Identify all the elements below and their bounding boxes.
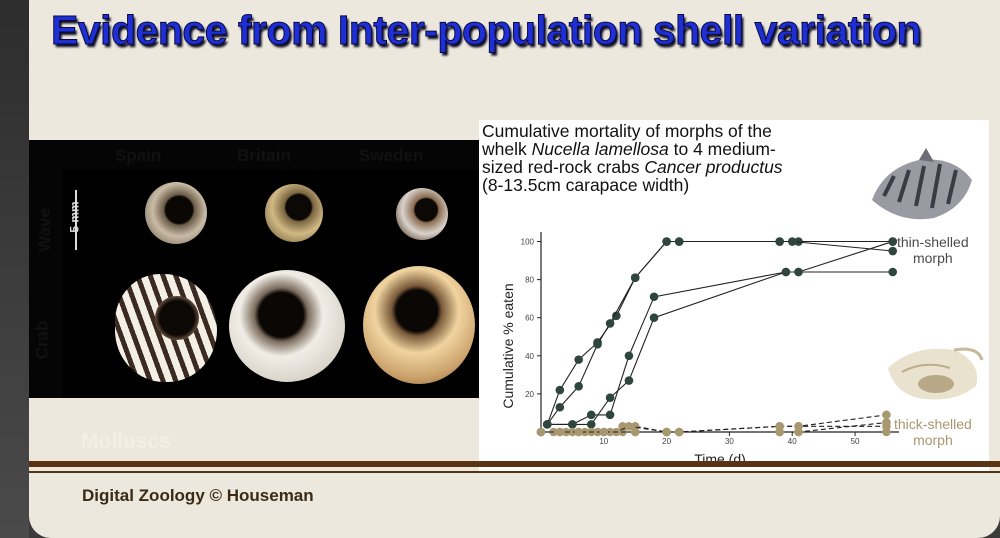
data-point-thick: [536, 427, 546, 437]
thick-shelled-label-morph: morph: [913, 432, 953, 448]
thin-shelled-label: thin-shelled: [897, 234, 969, 250]
left-dark-margin: [0, 0, 29, 538]
shell-sweden-wave: [396, 188, 448, 240]
slide: Evidence from Inter-population shell var…: [29, 0, 1000, 538]
y-tick-label: 100: [521, 238, 535, 247]
series-thin-1-line: [546, 240, 893, 425]
shell-britain-crab: [229, 270, 345, 382]
data-point-thick: [574, 427, 583, 437]
data-point-thin: [624, 376, 634, 385]
x-tick-label: 30: [725, 437, 734, 446]
thick-shelled-whelk-image: [888, 347, 984, 400]
data-point-thick: [794, 427, 803, 437]
data-point-thin: [649, 313, 659, 323]
chart-caption: Cumulative mortality of morphs of the wh…: [482, 122, 862, 194]
data-point-thick: [775, 427, 784, 437]
data-point-thick: [882, 427, 891, 437]
scale-bar: [75, 190, 77, 250]
caption-species-cancer: Cancer productus: [644, 157, 783, 177]
section-label: Molluscs: [81, 430, 171, 453]
x-tick-label: 10: [599, 437, 608, 446]
caption-line-3: sized red-rock crabs Cancer productus: [482, 158, 862, 176]
x-tick-label: 20: [662, 437, 671, 446]
column-header-sweden: Sweden: [359, 146, 424, 165]
x-tick-label: 40: [788, 437, 797, 446]
column-header-britain: Britain: [237, 146, 291, 165]
data-point-thin: [605, 393, 615, 403]
caption-line-4: (8-13.5cm carapace width): [482, 175, 690, 195]
footer-rule-thick: [29, 461, 1000, 467]
data-point-thin: [586, 410, 596, 420]
caption-text: whelk: [482, 139, 532, 159]
shell-photograph: 5 mm: [63, 170, 479, 398]
y-tick-label: 80: [525, 276, 534, 285]
series-thin-0-line: [546, 240, 893, 425]
data-point-thin: [593, 340, 602, 349]
data-point-thin: [542, 420, 552, 429]
data-point-thick: [630, 427, 640, 437]
y-tick-label: 60: [525, 314, 534, 323]
caption-text: to 4 medium-: [668, 139, 776, 159]
thick-shelled-label: thick-shelled: [894, 416, 972, 432]
data-point-thin: [555, 385, 565, 395]
caption-line-1: Cumulative mortality of morphs of the: [482, 121, 772, 141]
data-point-thick: [882, 410, 891, 420]
data-point-thin: [574, 355, 583, 364]
data-point-thin: [630, 273, 640, 283]
y-tick-label: 40: [525, 352, 534, 361]
thin-shelled-label-morph: morph: [912, 250, 953, 266]
data-point-thin: [781, 267, 791, 277]
thick-shelled-annotation: thick-shelled morph: [894, 416, 972, 448]
footer-rule-thin: [29, 471, 1000, 473]
shell-spain-crab: [115, 274, 217, 382]
footer-credit: Digital Zoology © Houseman: [82, 486, 314, 505]
data-point-thin: [888, 246, 898, 256]
scale-label: 5 mm: [67, 201, 82, 233]
shell-photo-panel: Spain Britain Sweden Wave Crab 5 mm: [29, 140, 479, 398]
data-point-thick: [599, 427, 609, 437]
row-label-wave: Wave: [34, 208, 54, 252]
shell-sweden-crab: [363, 266, 475, 384]
thin-shelled-annotation: thin-shelled morph: [897, 234, 969, 266]
data-point-thin: [888, 237, 898, 246]
data-point-thin: [787, 237, 797, 246]
data-point-thin: [555, 402, 565, 412]
data-point-thick: [624, 421, 634, 431]
shell-britain-wave: [265, 184, 323, 242]
y-tick-label: 20: [525, 390, 534, 399]
caption-text: sized red-rock crabs: [482, 157, 645, 177]
data-point-thin: [649, 292, 659, 302]
y-axis-label: Cumulative % eaten: [500, 283, 516, 408]
data-point-thin: [574, 381, 583, 391]
data-point-thin: [794, 237, 803, 246]
data-point-thick: [662, 427, 671, 437]
data-point-thick: [568, 427, 577, 437]
data-point-thin: [624, 351, 634, 361]
caption-species-nucella: Nucella lamellosa: [531, 139, 669, 159]
slide-title: Evidence from Inter-population shell var…: [51, 7, 923, 54]
data-point-thin: [888, 267, 898, 277]
data-point-thick: [555, 427, 565, 437]
data-point-thin: [605, 319, 615, 328]
shell-spain-wave: [145, 182, 207, 244]
data-point-thin: [794, 267, 803, 277]
data-point-thin: [568, 420, 577, 429]
data-point-thin: [586, 420, 596, 429]
data-point-thin: [775, 237, 784, 246]
row-label-crab: Crab: [32, 320, 52, 360]
data-point-thin: [612, 311, 621, 321]
data-point-thick: [605, 427, 615, 437]
thin-shelled-whelk-image: [872, 148, 972, 220]
series-thin-3-line: [547, 240, 893, 425]
mortality-chart-panel: Cumulative mortality of morphs of the wh…: [479, 120, 989, 472]
data-point-thin: [662, 237, 671, 246]
x-tick-label: 50: [851, 437, 860, 446]
data-point-thin: [605, 410, 615, 420]
column-header-spain: Spain: [115, 146, 162, 165]
data-point-thin: [674, 237, 684, 246]
data-point-thick: [674, 427, 684, 437]
caption-line-2: whelk Nucella lamellosa to 4 medium-: [482, 140, 862, 158]
